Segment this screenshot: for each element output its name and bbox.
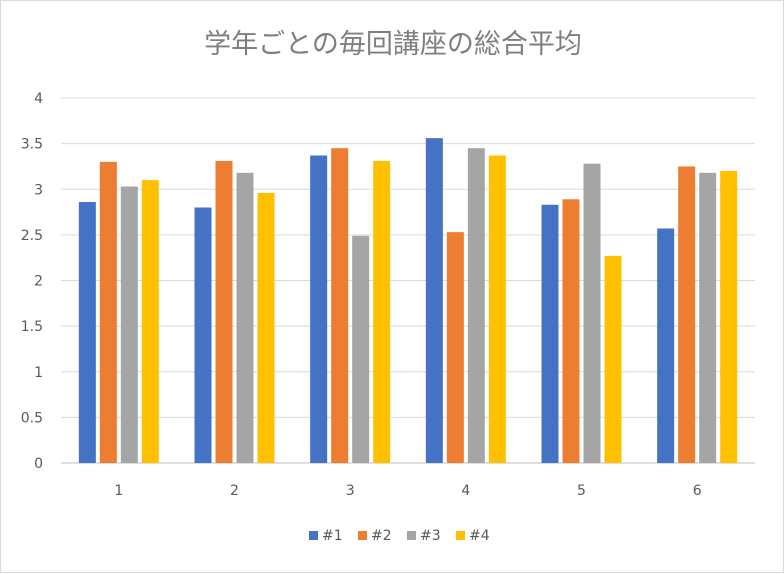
- legend: #1 #2 #3 #4: [309, 528, 490, 544]
- y-axis: 0 0.5 1 1.5 2 2.5 3 3.5 4: [21, 91, 43, 472]
- y-tick-label: 2.5: [21, 228, 43, 244]
- bar-series2-5: [562, 199, 580, 463]
- chart-title: 学年ごとの毎回講座の総合平均: [204, 29, 582, 60]
- bar-series1-6: [657, 228, 675, 463]
- bar-series1-4: [425, 138, 443, 463]
- bar-series4-3: [373, 160, 391, 463]
- x-tick-label: 3: [346, 483, 355, 499]
- x-tick-label: 6: [693, 483, 702, 499]
- legend-label: #4: [469, 528, 490, 544]
- bar-series3-1: [120, 186, 138, 463]
- bar-series3-5: [583, 163, 601, 463]
- bar-series3-4: [467, 148, 485, 463]
- legend-label: #2: [371, 528, 392, 544]
- bar-series1-5: [541, 204, 559, 463]
- bar-series4-2: [257, 192, 275, 463]
- y-tick-label: 0.5: [21, 410, 43, 426]
- bar-series3-6: [699, 172, 717, 463]
- gridlines: [61, 97, 755, 464]
- bars: [78, 138, 738, 464]
- x-tick-label: 5: [577, 483, 586, 499]
- bar-series2-3: [331, 148, 349, 463]
- bar-series2-4: [446, 232, 464, 463]
- bar-series2-2: [215, 160, 233, 463]
- bar-series4-5: [604, 255, 622, 463]
- bar-series2-6: [678, 166, 696, 463]
- legend-label: #1: [322, 528, 343, 544]
- y-tick-label: 3.5: [21, 137, 43, 153]
- y-tick-label: 3: [34, 182, 43, 198]
- y-tick-label: 1.5: [21, 319, 43, 335]
- y-tick-label: 0: [34, 456, 43, 472]
- x-axis: 1 2 3 4 5 6: [114, 483, 701, 499]
- bar-series3-2: [236, 172, 254, 463]
- y-tick-label: 2: [34, 274, 43, 290]
- bar-series1-2: [194, 207, 212, 463]
- bar-series3-3: [352, 235, 370, 463]
- legend-swatch: [456, 531, 465, 540]
- legend-label: #3: [420, 528, 441, 544]
- bar-series4-1: [141, 180, 159, 463]
- bar-series2-1: [99, 161, 117, 463]
- bar-series4-6: [720, 171, 738, 463]
- x-tick-label: 1: [114, 483, 123, 499]
- legend-swatch: [358, 531, 367, 540]
- bar-series4-4: [488, 155, 506, 464]
- x-tick-label: 4: [461, 483, 470, 499]
- y-tick-label: 1: [34, 365, 43, 381]
- x-tick-label: 2: [230, 483, 239, 499]
- bar-series1-1: [78, 202, 96, 463]
- legend-swatch: [309, 531, 318, 540]
- legend-swatch: [407, 531, 416, 540]
- bar-series1-3: [310, 155, 328, 464]
- y-tick-label: 4: [34, 91, 43, 107]
